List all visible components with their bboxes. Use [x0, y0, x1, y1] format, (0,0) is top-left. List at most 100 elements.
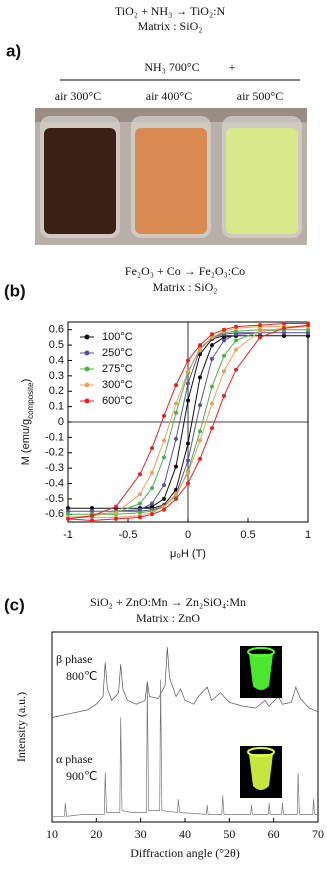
- data-point: [198, 375, 202, 380]
- data-point: [162, 504, 166, 509]
- x-tick-label: 0.5: [240, 529, 255, 541]
- data-point: [186, 441, 190, 446]
- y-tick-label: -0.1: [45, 431, 64, 443]
- data-point: [282, 330, 286, 335]
- y-tick-label: -0.5: [45, 493, 64, 505]
- data-point: [114, 504, 118, 509]
- panel-subtitle: Matrix : SiO₂: [153, 280, 218, 294]
- series-label: β phase: [56, 652, 92, 666]
- x-tick-label: 0: [185, 529, 191, 541]
- data-point: [162, 496, 166, 501]
- data-point: [258, 323, 262, 328]
- data-point: [210, 401, 214, 406]
- sample-label: air 300°C: [55, 89, 101, 103]
- x-tick-label: -1: [63, 529, 73, 541]
- y-axis-label-part: composite: [26, 382, 35, 419]
- y-tick-label: 0.3: [49, 370, 64, 382]
- y-tick-label: 0.6: [49, 324, 64, 336]
- legend-marker: [84, 334, 90, 340]
- data-point: [234, 367, 238, 372]
- data-point: [174, 410, 178, 415]
- data-point: [186, 369, 190, 374]
- legend-marker: [84, 350, 90, 356]
- data-point: [150, 446, 154, 451]
- panel-subtitle: Matrix : ZnO: [136, 611, 200, 625]
- series-line: [51, 647, 319, 718]
- data-point: [222, 335, 226, 340]
- data-point: [198, 343, 202, 348]
- data-point: [282, 326, 286, 331]
- data-point: [66, 512, 70, 517]
- x-tick-label: 1: [305, 529, 311, 541]
- legend-label: 600°C: [102, 395, 133, 407]
- data-point: [234, 329, 238, 334]
- y-tick-label: 0.2: [49, 385, 64, 397]
- legend-label: 275°C: [102, 363, 133, 375]
- tube-cap: [247, 647, 275, 657]
- vial-content: [226, 128, 298, 234]
- data-point: [282, 321, 286, 326]
- data-point: [282, 333, 286, 338]
- series-temperature: 800℃: [66, 669, 97, 683]
- legend-label: 100°C: [102, 331, 133, 343]
- x-tick-label: 50: [223, 827, 235, 841]
- data-point: [174, 492, 178, 497]
- data-point: [162, 438, 166, 443]
- data-point: [174, 496, 178, 501]
- data-point: [150, 501, 154, 506]
- data-point: [258, 329, 262, 334]
- data-point: [138, 492, 142, 497]
- x-tick-label: 60: [268, 827, 280, 841]
- data-point: [306, 327, 310, 332]
- data-point: [306, 333, 310, 338]
- y-tick-label: 0.4: [49, 354, 64, 366]
- data-point: [210, 384, 214, 389]
- data-point: [186, 381, 190, 386]
- data-point: [114, 510, 118, 515]
- data-point: [306, 323, 310, 328]
- sample-label: air 400°C: [146, 89, 192, 103]
- data-point: [186, 481, 190, 486]
- series-temperature: 900℃: [66, 769, 97, 783]
- data-point: [222, 369, 226, 374]
- x-tick-label: -0.5: [119, 529, 138, 541]
- data-point: [222, 327, 226, 332]
- vial-content: [44, 128, 116, 234]
- data-point: [174, 464, 178, 469]
- x-tick-label: 40: [179, 827, 191, 841]
- data-point: [186, 458, 190, 463]
- data-point: [138, 510, 142, 515]
- data-point: [210, 356, 214, 361]
- legend-label: 250°C: [102, 347, 133, 359]
- x-tick-label: 10: [46, 827, 58, 841]
- tube-cap: [247, 747, 275, 757]
- panel-label: (b): [4, 281, 26, 300]
- data-point: [90, 509, 94, 514]
- data-point: [210, 343, 214, 348]
- y-tick-label: -0.4: [45, 477, 64, 489]
- panel-label: a): [6, 41, 21, 60]
- data-point: [210, 335, 214, 340]
- data-point: [66, 509, 70, 514]
- data-point: [210, 426, 214, 431]
- y-axis-label-part: ): [20, 379, 32, 383]
- panel-title: TiO₂ + NH₃ → TiO₂:N: [115, 4, 226, 18]
- y-tick-label: -0.2: [45, 447, 64, 459]
- x-tick-label: 20: [90, 827, 102, 841]
- series-line: [68, 335, 308, 509]
- data-point: [150, 470, 154, 475]
- data-point: [186, 470, 190, 475]
- data-point: [162, 455, 166, 460]
- data-point: [306, 330, 310, 335]
- data-point: [222, 393, 226, 398]
- panel-title: Fe₂O₃ + Co → Fe₂O₃:Co: [125, 264, 245, 278]
- data-point: [198, 429, 202, 434]
- data-point: [162, 507, 166, 512]
- data-point: [90, 518, 94, 523]
- sample-label: air 500°C: [237, 89, 283, 103]
- data-point: [198, 403, 202, 408]
- y-axis-label-part: M (emu/g: [20, 419, 32, 465]
- data-point: [174, 401, 178, 406]
- data-point: [234, 338, 238, 343]
